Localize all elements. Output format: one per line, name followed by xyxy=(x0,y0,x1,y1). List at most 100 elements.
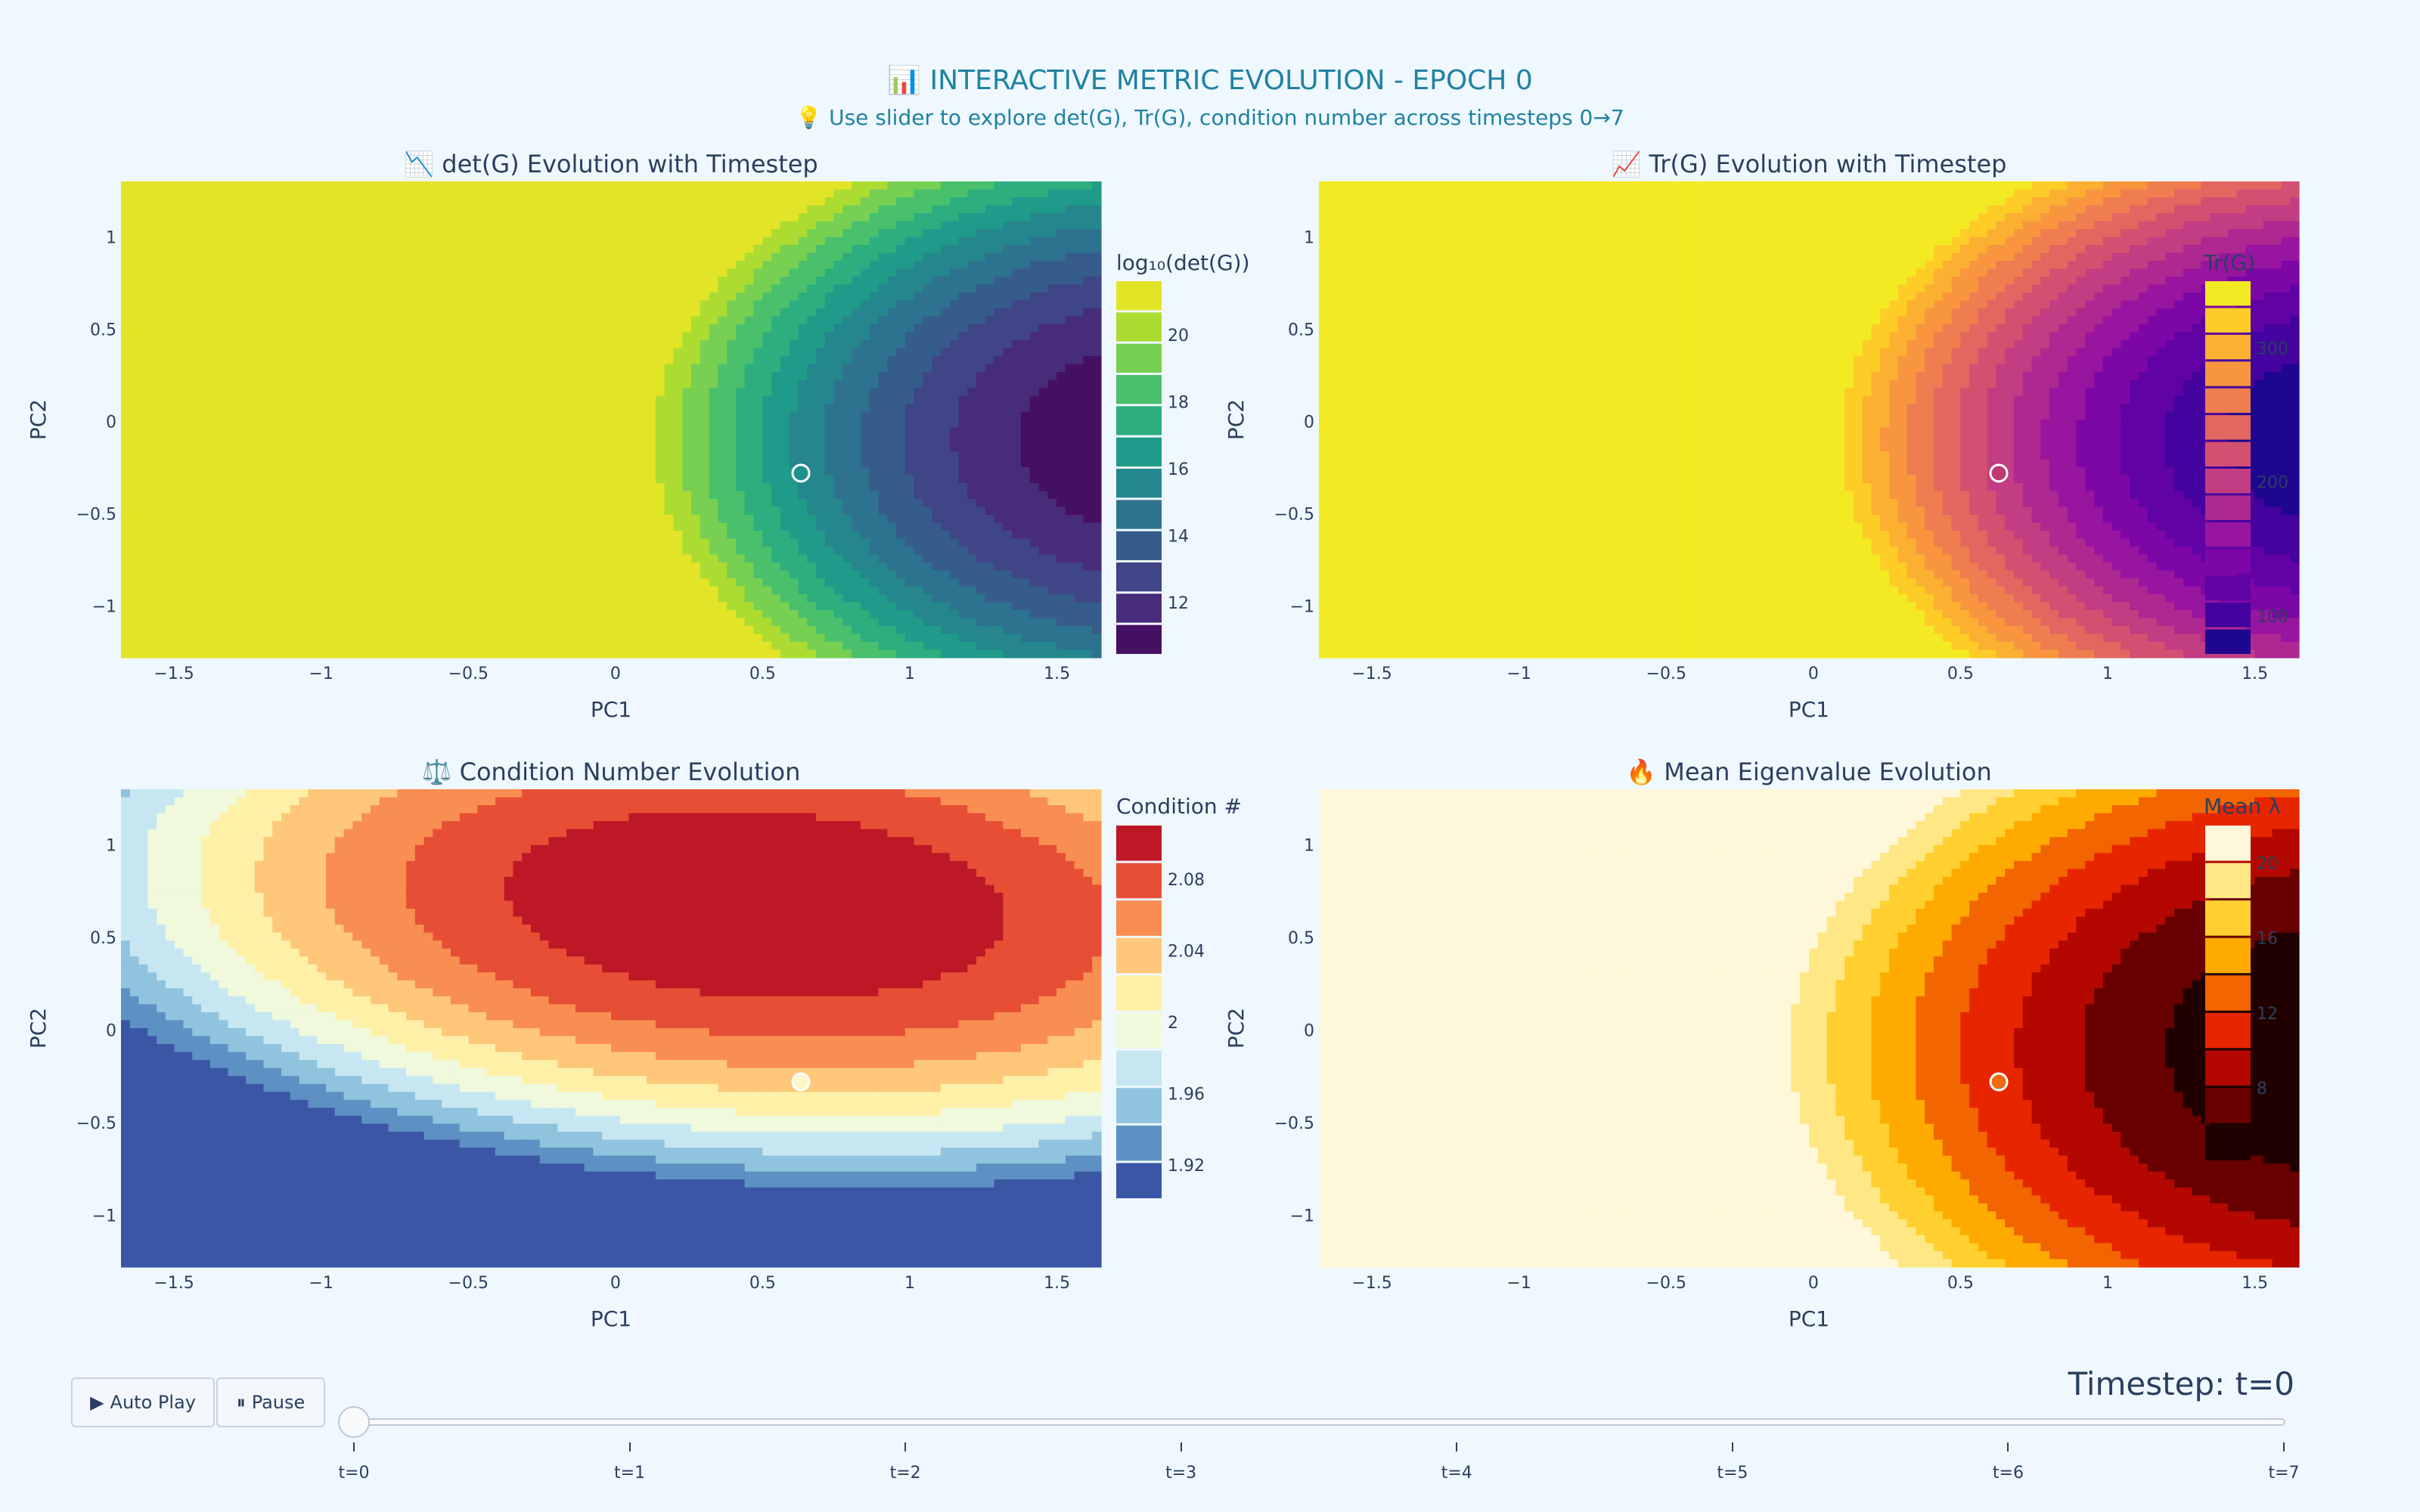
slider-tick-mark xyxy=(628,1442,631,1452)
colorbar-band xyxy=(2205,495,2251,520)
slider-current-value: Timestep: t=0 xyxy=(2068,1365,2294,1402)
colorbar-band xyxy=(1116,469,1162,498)
colorbar-band xyxy=(2205,549,2251,574)
slider-step-label[interactable]: t=1 xyxy=(614,1464,645,1483)
colorbar-band xyxy=(2205,1125,2251,1160)
y-axis-label: PC2 xyxy=(1224,399,1249,440)
y-tick-label: 1 xyxy=(106,228,116,247)
colorbar-tick-label: 2.04 xyxy=(1168,942,1205,961)
colorbar-band xyxy=(2205,281,2251,306)
colorbar-tick-label: 1.92 xyxy=(1168,1157,1205,1176)
colorbar-tick-label: 14 xyxy=(1168,528,1189,547)
colorbar-band xyxy=(1116,375,1162,404)
x-tick-label: −1 xyxy=(309,665,333,683)
slider-tick-mark xyxy=(2007,1442,2009,1452)
x-tick-label: −1.5 xyxy=(154,1274,194,1293)
colorbar-title: Condition # xyxy=(1116,794,1242,819)
colorbar-band xyxy=(1116,312,1162,342)
colorbar-tick-label: 8 xyxy=(2257,1080,2267,1098)
current-point-marker[interactable] xyxy=(791,463,811,483)
y-tick-label: 0 xyxy=(1304,1021,1314,1040)
y-tick-label: −1 xyxy=(1290,1207,1314,1225)
x-tick-label: 1 xyxy=(2102,1274,2113,1293)
colorbar-title: Tr(G) xyxy=(2203,250,2255,275)
colorbar-band xyxy=(2205,334,2251,360)
colorbar-band xyxy=(1116,343,1162,373)
x-tick-label: 1 xyxy=(2102,665,2113,683)
colorbar-title: Mean λ xyxy=(2204,794,2281,819)
slider-step-label[interactable]: t=2 xyxy=(890,1464,921,1483)
slider-step-label[interactable]: t=0 xyxy=(338,1464,369,1483)
colorbar-band xyxy=(2205,1050,2251,1086)
slider-tick-mark xyxy=(2283,1442,2285,1452)
pause-label: Pause xyxy=(252,1392,306,1413)
slider-tick-mark xyxy=(1180,1442,1182,1452)
timestep-slider-handle[interactable] xyxy=(338,1406,370,1438)
figure-subtitle: 💡 Use slider to explore det(G), Tr(G), c… xyxy=(796,105,1624,130)
contour-fill-3 xyxy=(121,789,1102,1268)
y-tick-label: 0.5 xyxy=(90,321,116,339)
slider-step-label[interactable]: t=5 xyxy=(1717,1464,1748,1483)
colorbar-band xyxy=(2205,442,2251,466)
x-tick-label: −0.5 xyxy=(448,1274,489,1293)
colorbar-band xyxy=(1116,826,1162,861)
colorbar-band xyxy=(2205,308,2251,333)
colorbar-band xyxy=(1116,1125,1162,1161)
colorbar-band xyxy=(1116,975,1162,1011)
play-icon: ▶ xyxy=(90,1392,104,1413)
y-tick-label: −0.5 xyxy=(76,1114,116,1133)
colorbar-band xyxy=(1116,624,1162,654)
slider-step-label[interactable]: t=7 xyxy=(2268,1464,2299,1483)
x-tick-label: 0.5 xyxy=(1947,665,1974,683)
colorbar-tick-label: 300 xyxy=(2257,340,2288,359)
slider-step-label[interactable]: t=6 xyxy=(1993,1464,2024,1483)
colorbar-band xyxy=(1116,1088,1162,1123)
colorbar-band xyxy=(1116,437,1162,466)
y-tick-label: 0 xyxy=(106,413,116,432)
x-tick-label: 1.5 xyxy=(1044,665,1070,683)
y-tick-label: −1 xyxy=(1290,598,1314,617)
colorbar-tick-label: 12 xyxy=(2257,1005,2278,1024)
panel-title: ⚖️ Condition Number Evolution xyxy=(422,758,801,786)
colorbar-band xyxy=(1116,937,1162,974)
x-tick-label: −0.5 xyxy=(448,665,489,683)
slider-step-label[interactable]: t=3 xyxy=(1165,1464,1196,1483)
x-tick-label: 0.5 xyxy=(749,1274,776,1293)
contour-fill-1 xyxy=(121,181,1102,658)
x-tick-label: 0.5 xyxy=(1947,1274,1974,1293)
x-tick-label: −0.5 xyxy=(1646,1274,1686,1293)
colorbar-tick-label: 20 xyxy=(2257,855,2278,874)
colorbar-band xyxy=(2205,629,2251,654)
x-axis-label: PC1 xyxy=(591,1306,631,1331)
y-tick-label: −1 xyxy=(92,598,116,617)
slider-step-label[interactable]: t=4 xyxy=(1441,1464,1472,1483)
x-axis-label: PC1 xyxy=(591,697,631,722)
colorbar-band xyxy=(1116,1050,1162,1086)
panel-title: 🔥 Mean Eigenvalue Evolution xyxy=(1626,758,1992,786)
colorbar-1: 20 18 16 14 12 log₁₀(det(G)) xyxy=(1116,250,1250,654)
x-tick-label: −1.5 xyxy=(1351,1274,1392,1293)
current-point-marker[interactable] xyxy=(1989,463,2009,483)
current-point-marker[interactable] xyxy=(1989,1072,2009,1092)
auto-play-button[interactable]: ▶ Auto Play xyxy=(71,1377,215,1427)
panel-title: 📉 det(G) Evolution with Timestep xyxy=(404,150,818,178)
colorbar-band xyxy=(2205,975,2251,1011)
colorbar-band xyxy=(1116,863,1162,899)
current-point-marker[interactable] xyxy=(791,1072,811,1092)
colorbar-band xyxy=(1116,593,1162,623)
colorbar-band xyxy=(2205,522,2251,547)
y-tick-label: 0 xyxy=(106,1021,116,1040)
y-tick-label: −0.5 xyxy=(1274,506,1314,525)
x-tick-label: −0.5 xyxy=(1646,665,1686,683)
pause-button[interactable]: ⏸ Pause xyxy=(216,1377,325,1427)
colorbar-band xyxy=(1116,406,1162,435)
x-tick-label: −1.5 xyxy=(1351,665,1392,683)
x-tick-label: 0.5 xyxy=(749,665,776,683)
figure-title: 📊 INTERACTIVE METRIC EVOLUTION - EPOCH 0 xyxy=(887,64,1532,96)
colorbar-band xyxy=(2205,361,2251,386)
colorbar-band xyxy=(2205,826,2251,861)
timestep-slider-track[interactable] xyxy=(352,1418,2285,1426)
y-tick-label: 0 xyxy=(1304,413,1314,432)
colorbar-2: 300 200 100 Tr(G) xyxy=(2203,250,2288,654)
